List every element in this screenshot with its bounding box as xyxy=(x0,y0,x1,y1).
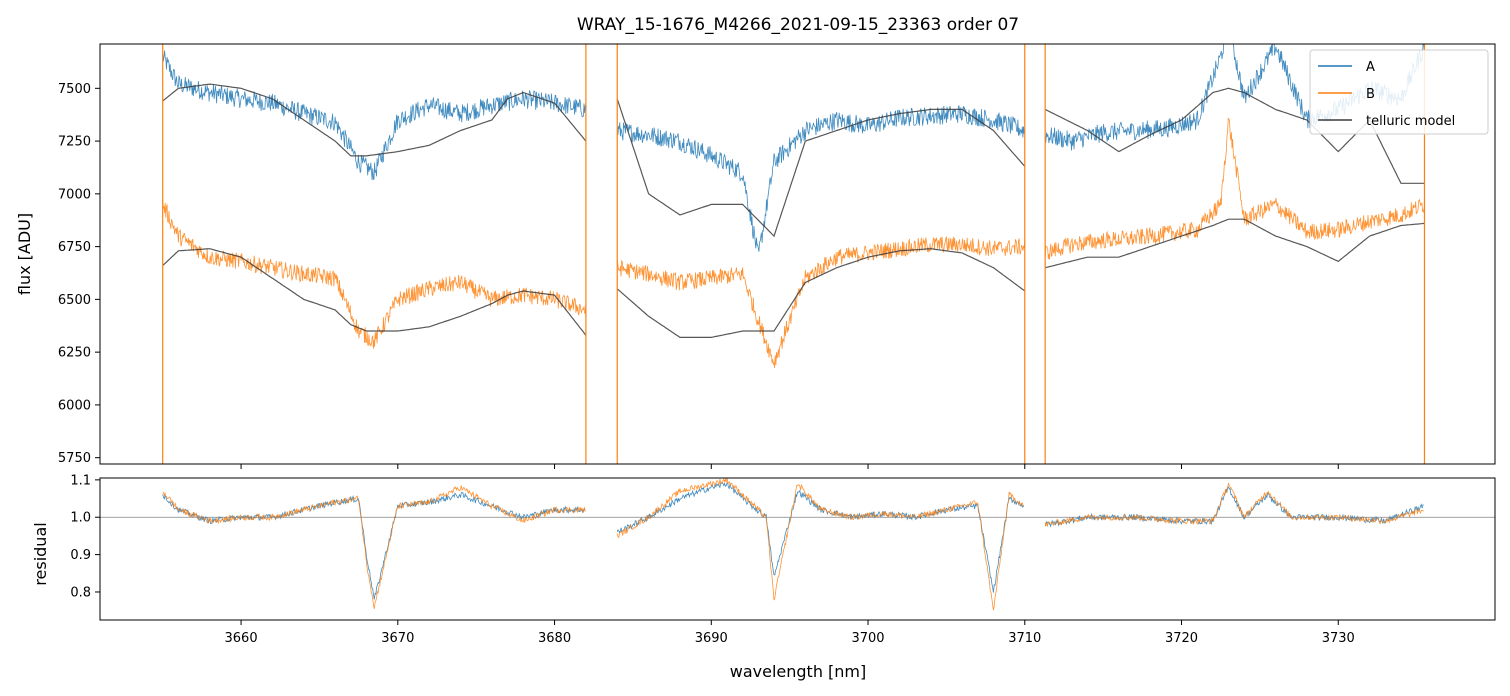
telluric-model-line-B xyxy=(162,218,1425,338)
flux-panel-frame xyxy=(99,43,1496,465)
series-B-line xyxy=(162,116,1425,368)
residual-panel-frame xyxy=(99,477,1496,621)
residual-y-tick-label: 1.0 xyxy=(70,511,91,526)
legend-label-A: A xyxy=(1366,60,1375,75)
residual-B-line xyxy=(162,478,1424,611)
legend-label-B: B xyxy=(1366,87,1375,102)
flux-y-tick-label: 6500 xyxy=(58,293,91,308)
x-tick-label: 3730 xyxy=(1322,631,1355,646)
residual-y-tick-label: 1.1 xyxy=(70,473,91,488)
flux-y-axis-label: flux [ADU] xyxy=(15,213,34,295)
x-tick-label: 3690 xyxy=(695,631,728,646)
flux-y-tick-label: 5750 xyxy=(58,451,91,466)
x-tick-label: 3670 xyxy=(381,631,414,646)
flux-y-tick-label: 6750 xyxy=(58,240,91,255)
flux-panel: 5750 6000 6250 6500 6750 7000 7250 7500 flux [A… xyxy=(15,43,1496,469)
flux-y-tick-label: 7250 xyxy=(58,135,91,150)
residual-y-tick-label: 0.8 xyxy=(70,585,91,600)
x-axis-label: wavelength [nm] xyxy=(730,662,867,681)
x-tick-label: 3700 xyxy=(851,631,884,646)
legend-label-telluric-model: telluric model xyxy=(1366,114,1455,129)
flux-y-tick-label: 6000 xyxy=(58,398,91,413)
residual-y-axis-label: residual xyxy=(31,522,50,585)
x-tick-label: 3660 xyxy=(225,631,258,646)
legend: A B telluric model xyxy=(1309,49,1489,135)
x-tick-label: 3720 xyxy=(1165,631,1198,646)
series-A-line xyxy=(162,44,1425,252)
flux-y-tick-label: 7500 xyxy=(58,82,91,97)
residual-y-tick-label: 0.9 xyxy=(70,548,91,563)
legend-frame xyxy=(1309,49,1489,135)
x-tick-label: 3710 xyxy=(1008,631,1041,646)
chart-title: WRAY_15-1676_M4266_2021-09-15_23363 orde… xyxy=(577,15,1019,35)
flux-y-tick-label: 6250 xyxy=(58,346,91,361)
residual-panel: 0.8 0.9 1.0 1.1 3660 3670 3680 3690 3700 3710 372… xyxy=(31,473,1496,681)
flux-y-tick-label: 7000 xyxy=(58,187,91,202)
x-tick-label: 3680 xyxy=(538,631,571,646)
